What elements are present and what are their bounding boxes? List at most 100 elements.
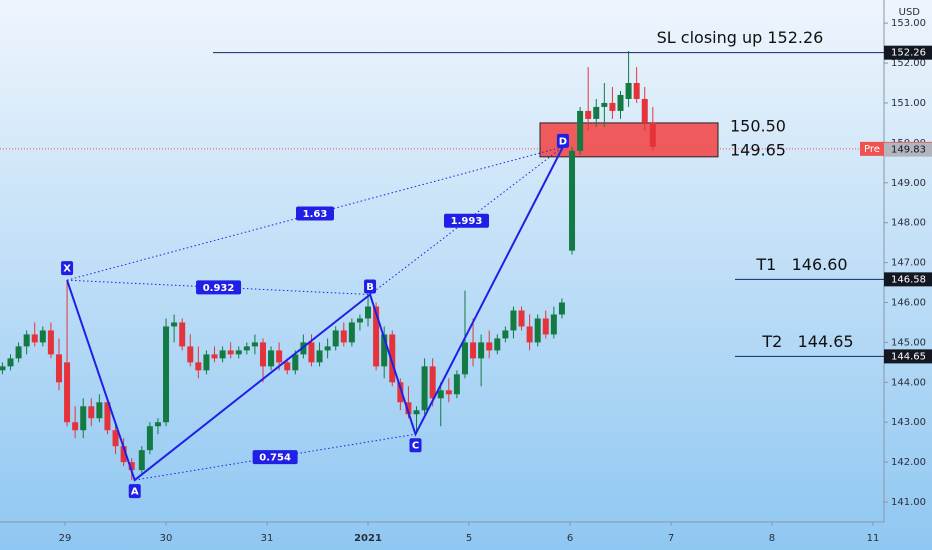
candle-body [510, 310, 517, 331]
candle-body [534, 318, 541, 343]
candle-body [39, 330, 46, 343]
candle-body [138, 450, 145, 471]
ratio-line [134, 433, 416, 481]
candle-body [413, 410, 420, 415]
candle-body [7, 358, 14, 367]
candle-body [617, 94, 624, 111]
candle-body [23, 334, 30, 347]
candle-body [365, 306, 372, 319]
ratio-box [296, 206, 335, 221]
candle-body [259, 342, 266, 367]
candle-body [348, 322, 355, 343]
candle-body [486, 342, 493, 351]
candle-body [64, 362, 71, 423]
currency: USD [899, 7, 921, 18]
candle-body [356, 318, 363, 323]
y-tick-label: 153.00 [891, 18, 926, 29]
x-tick-label: 6 [567, 533, 573, 544]
level-price-label: 144.65 [891, 351, 926, 362]
x-tick-label: 30 [160, 533, 173, 544]
candle-body [219, 350, 226, 359]
candle-body [195, 362, 202, 371]
x-tick-label: 11 [867, 533, 880, 544]
candle-body [609, 102, 616, 111]
candle-body [518, 310, 525, 327]
ratio-label: 1.993 [451, 216, 483, 227]
candle-body [585, 110, 592, 119]
candle-body [112, 430, 119, 447]
candle-body [96, 402, 103, 419]
candle-body [461, 342, 468, 375]
candle-body [633, 83, 640, 99]
candle-body [625, 83, 632, 99]
candle-body [550, 314, 557, 335]
y-tick-label: 149.00 [891, 178, 926, 189]
point-label: C [412, 441, 419, 452]
y-tick-label: 152.00 [891, 58, 926, 69]
candle-body [203, 354, 210, 371]
candle-body [332, 330, 339, 347]
zone-label: 150.50 [730, 116, 786, 135]
candle-body [15, 346, 22, 359]
candle-body [211, 354, 218, 359]
candle-body [316, 350, 323, 363]
ratio-line [67, 279, 371, 296]
x-tick-label: 5 [466, 533, 472, 544]
ratio-label: 0.932 [203, 283, 235, 294]
candle-body [649, 122, 656, 147]
candle-body [292, 354, 299, 371]
price-tag [884, 349, 932, 364]
candle-body [154, 422, 161, 427]
candle-body [284, 362, 291, 371]
candle-body [494, 338, 501, 351]
candle-body [437, 390, 444, 399]
candle-body [308, 342, 315, 363]
candle-body [373, 306, 380, 367]
point-box [364, 279, 377, 294]
y-tick-label: 144.00 [891, 377, 926, 388]
candle-body [276, 350, 283, 363]
candle-body [104, 402, 111, 431]
candle-body [55, 354, 62, 383]
candle-body [421, 366, 428, 411]
candle-body [340, 330, 347, 343]
point-label: X [63, 264, 71, 275]
candle-body [243, 346, 250, 351]
candle-body [397, 382, 404, 403]
x-tick-label: 29 [59, 533, 72, 544]
y-tick-label: 142.00 [891, 457, 926, 468]
candle-body [558, 302, 565, 315]
ratio-box [252, 450, 298, 465]
x-tick-label: 2021 [354, 533, 382, 544]
candle-body [128, 462, 135, 471]
point-label: B [366, 282, 374, 293]
point-box [61, 261, 74, 276]
candle-body [601, 102, 608, 107]
level-label: T2 144.65 [761, 332, 853, 351]
y-tick-label: 151.00 [891, 98, 926, 109]
x-tick-label: 7 [668, 533, 674, 544]
candle-body [300, 342, 307, 355]
level-label: T1 146.60 [755, 255, 847, 274]
level-price-label: 146.58 [891, 274, 926, 285]
candle-body [72, 422, 79, 431]
y-tick-label: 147.00 [891, 258, 926, 269]
point-label: A [131, 487, 139, 498]
candle-body [268, 350, 275, 367]
x-tick-label: 8 [769, 533, 775, 544]
candle-body [227, 350, 234, 355]
last-price-name: Pre [864, 144, 880, 155]
candle-body [0, 366, 6, 371]
candle-body [502, 330, 509, 339]
candle-body [478, 342, 485, 359]
candle-body [80, 406, 87, 431]
price-tag [884, 142, 932, 157]
ratio-label: 0.754 [259, 453, 291, 464]
candle-body [187, 346, 194, 363]
candle-body [171, 322, 178, 327]
candle-body [470, 342, 477, 359]
point-box [128, 484, 141, 499]
candle-body [429, 366, 436, 399]
